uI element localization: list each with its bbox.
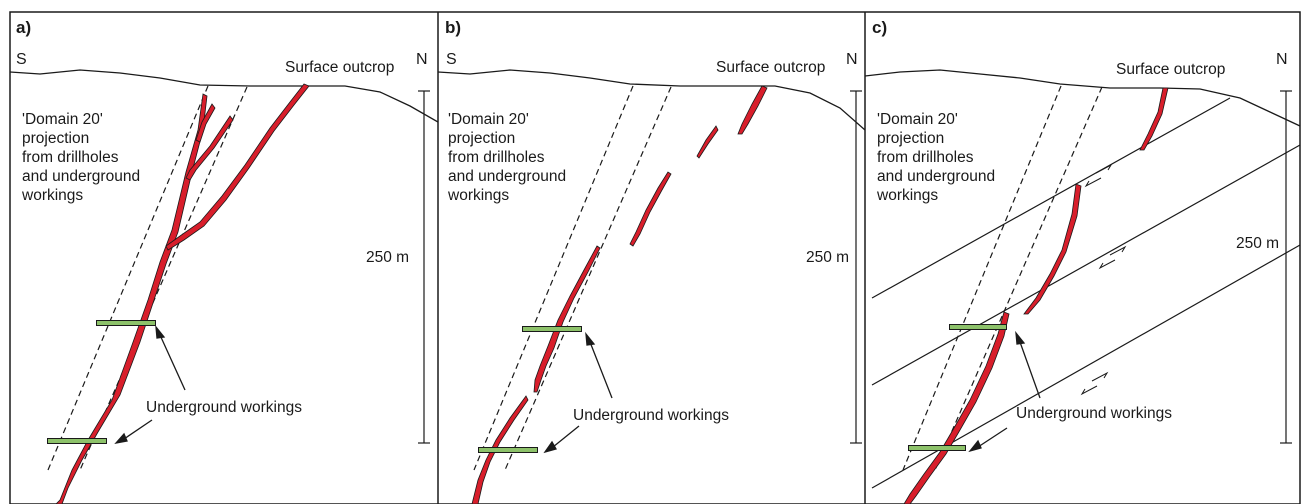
underground-workings-label: Underground workings: [146, 399, 302, 416]
panel-c: c) N Surface outcrop 'Domain 20' project…: [865, 18, 1301, 504]
svg-text:and underground: and underground: [448, 168, 566, 185]
surface-outcrop-label: Surface outcrop: [716, 59, 825, 76]
panel-label: a): [16, 18, 31, 37]
south-label: S: [446, 51, 457, 68]
underground-workings-label: Underground workings: [573, 407, 729, 424]
domain-projection-label: 'Domain 20' projection from drillholes a…: [21, 111, 140, 204]
scale-label: 250 m: [806, 249, 849, 266]
fault-offset-arrow: [1080, 163, 1127, 396]
panel-b: b) S N Surface outcrop 'Domain 20' proje…: [438, 18, 865, 504]
svg-text:workings: workings: [447, 187, 509, 204]
underground-workings-label: Underground workings: [1016, 405, 1172, 422]
svg-text:and underground: and underground: [877, 168, 995, 185]
leader-arrow: [114, 324, 186, 444]
surface-outcrop-label: Surface outcrop: [285, 59, 394, 76]
svg-text:projection: projection: [22, 130, 89, 147]
ore-vein: [903, 87, 1169, 504]
panel-a: a) S N Surface outcrop 'Domain 20' proje…: [10, 18, 438, 504]
svg-text:workings: workings: [876, 187, 938, 204]
ore-vein: [55, 83, 310, 504]
ground-surface: [10, 69, 438, 123]
svg-text:'Domain 20': 'Domain 20': [877, 111, 958, 128]
domain-projection-label: 'Domain 20' projection from drillholes a…: [447, 111, 566, 204]
north-label: N: [416, 51, 428, 68]
scale-label: 250 m: [366, 249, 409, 266]
leader-arrow: [543, 331, 613, 454]
panel-label: b): [445, 18, 461, 37]
ground-surface: [865, 69, 1301, 127]
svg-text:projection: projection: [448, 130, 515, 147]
figure-border: [9, 11, 1301, 504]
svg-text:'Domain 20': 'Domain 20': [22, 111, 103, 128]
scale-bar: [850, 90, 862, 444]
south-label: S: [16, 51, 27, 68]
north-label: N: [846, 51, 858, 68]
surface-outcrop-label: Surface outcrop: [1116, 61, 1225, 78]
svg-text:from drillholes: from drillholes: [448, 149, 545, 166]
scale-label: 250 m: [1236, 235, 1279, 252]
panel-label: c): [872, 18, 887, 37]
svg-text:'Domain 20': 'Domain 20': [448, 111, 529, 128]
ore-vein: [471, 85, 768, 504]
north-label: N: [1276, 51, 1288, 68]
svg-text:workings: workings: [21, 187, 83, 204]
svg-text:projection: projection: [877, 130, 944, 147]
ground-surface: [438, 69, 865, 131]
svg-text:from drillholes: from drillholes: [877, 149, 974, 166]
leader-arrow: [968, 330, 1041, 453]
domain-projection-label: 'Domain 20' projection from drillholes a…: [876, 111, 995, 204]
svg-text:and underground: and underground: [22, 168, 140, 185]
scale-bar: [1280, 90, 1292, 444]
scale-bar: [418, 90, 430, 444]
svg-text:from drillholes: from drillholes: [22, 149, 119, 166]
